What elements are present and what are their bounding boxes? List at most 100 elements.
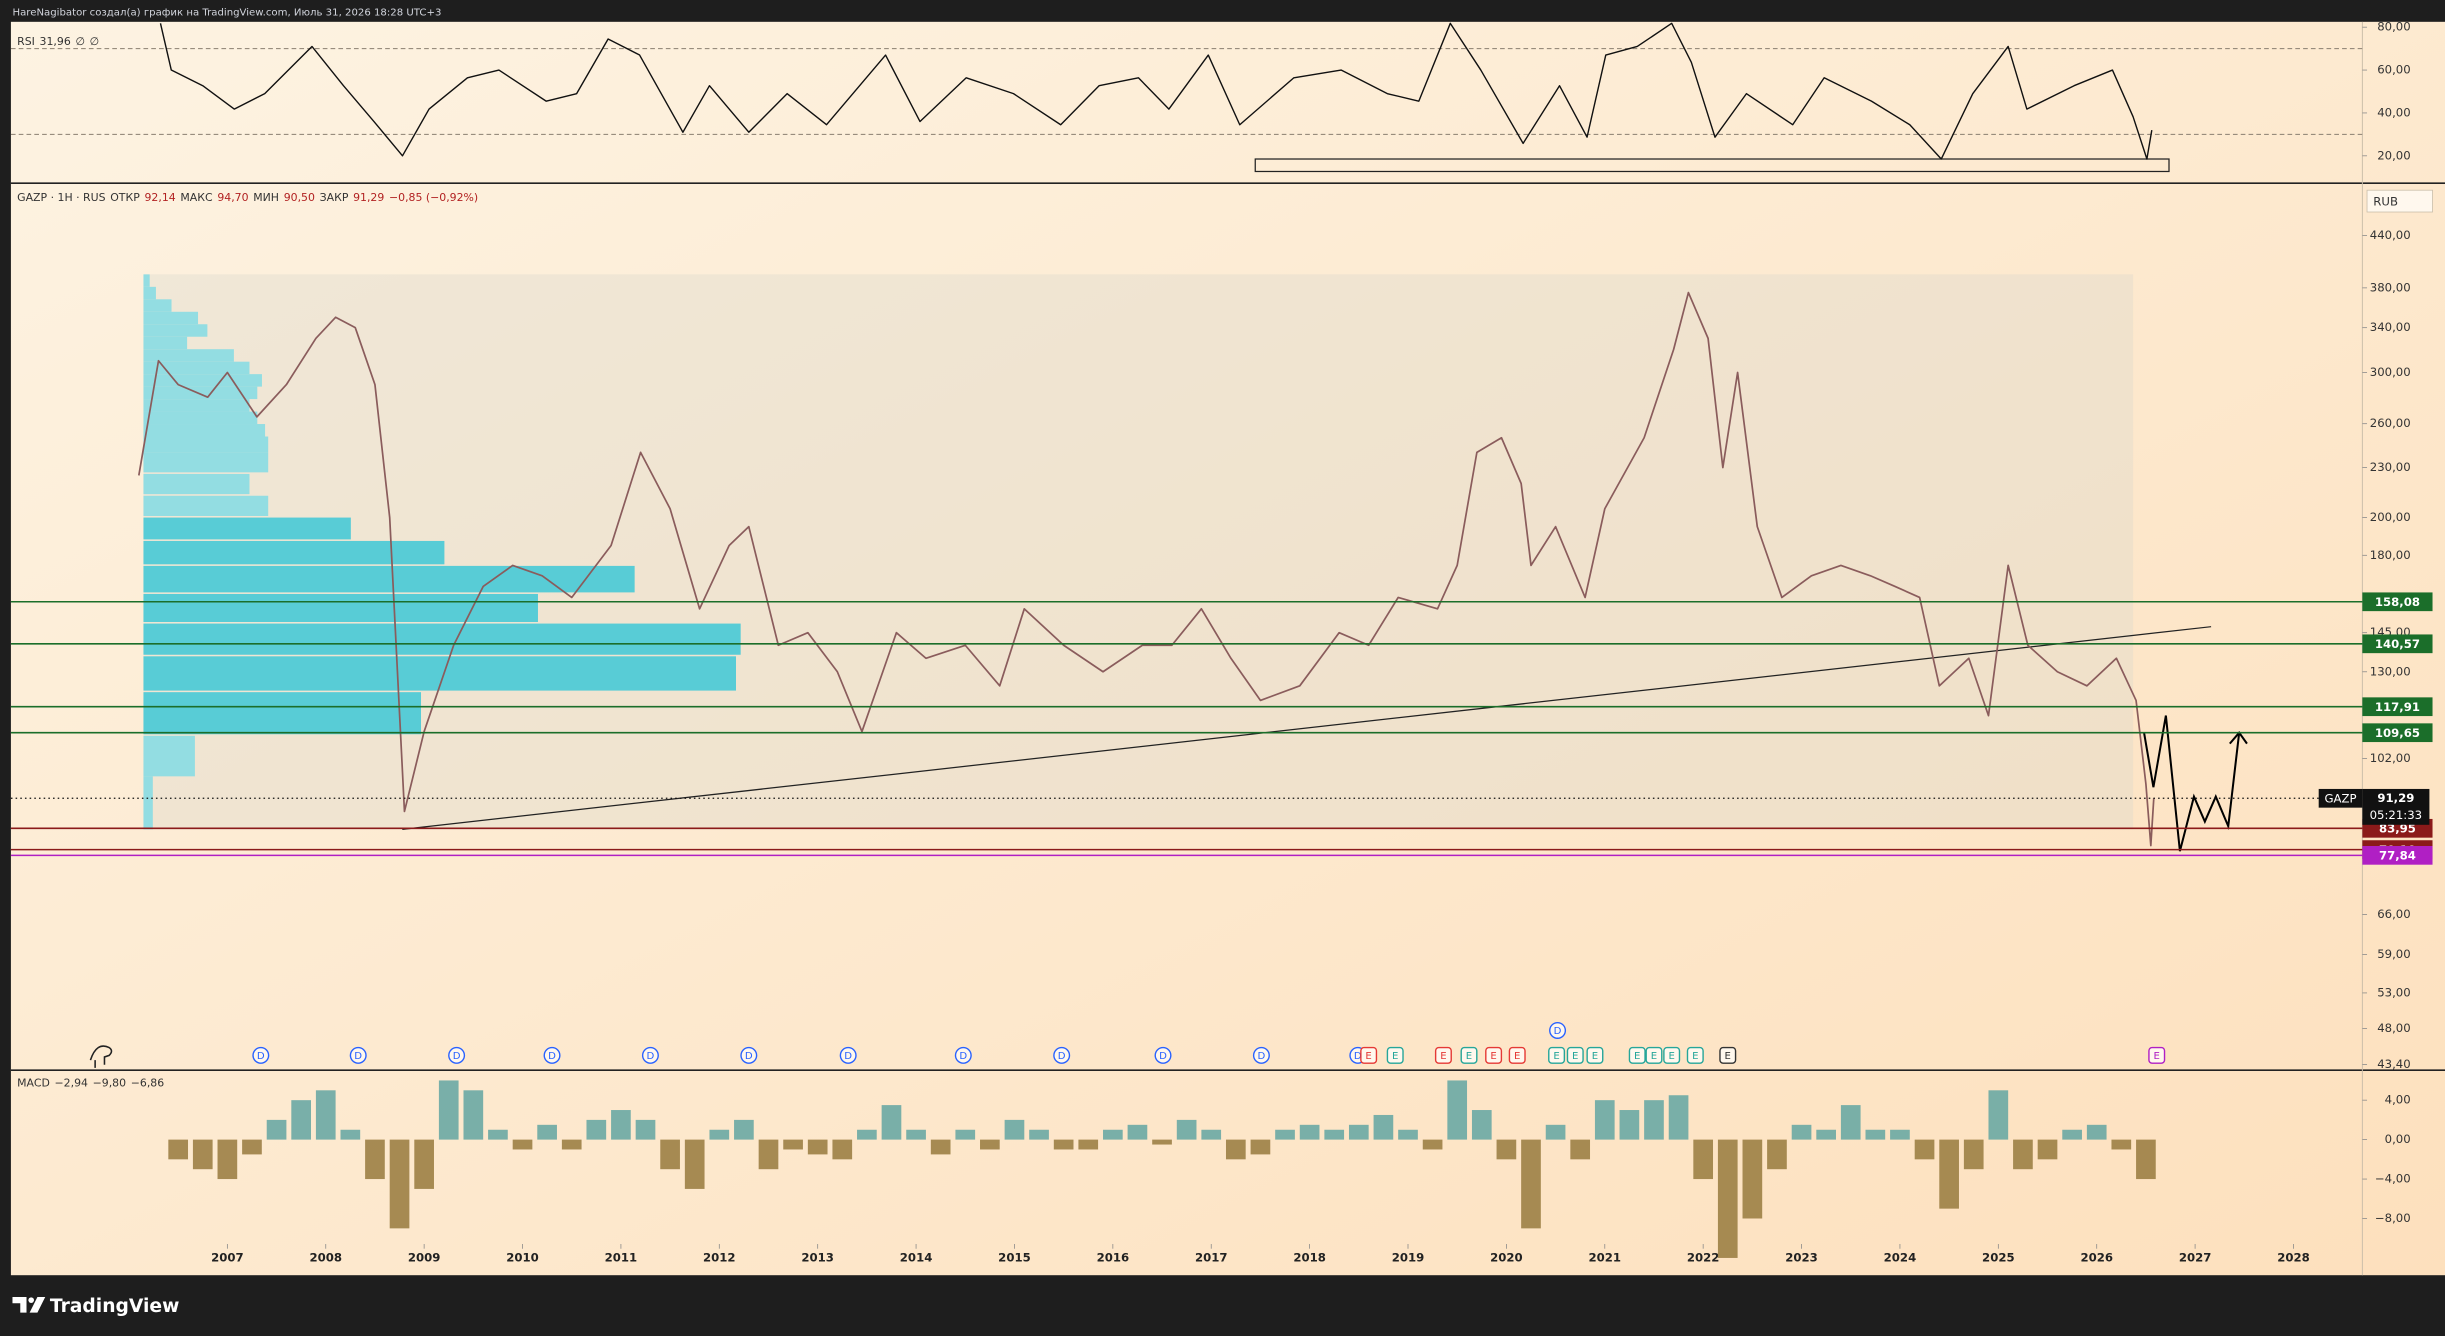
histogram-bar [1545,1124,1566,1140]
x-tick-label: 2019 [1392,1251,1425,1265]
histogram-bar [561,1139,582,1150]
y-tick-label: 0,00 [2385,1132,2411,1146]
event-marker [1628,1046,1646,1064]
level-label: 117,91 [2375,700,2420,714]
currency-box [2366,189,2433,213]
y-tick-label: −4,00 [2375,1172,2411,1186]
legend-text: 31,96 [40,35,71,48]
series-line [159,22,2153,160]
histogram-bar [1742,1139,1763,1219]
histogram-bar [1791,1124,1812,1140]
event-marker [1663,1046,1681,1064]
level-box [2362,845,2433,865]
x-tick-label: 2017 [1195,1251,1228,1265]
event-label: E [1634,1051,1640,1062]
profile-bar [143,540,445,565]
histogram-bar [857,1129,877,1140]
histogram-bar [1963,1139,1984,1170]
y-tick-label: 59,00 [2377,947,2410,961]
x-tick-label: 2015 [998,1251,1031,1265]
event-label: E [1490,1051,1496,1062]
histogram-bar [1988,1090,2009,1140]
y-tick-label: 53,00 [2377,985,2410,999]
x-tick-label: 2011 [605,1251,638,1265]
histogram-bar [1348,1124,1369,1140]
legend-text: 91,29 [353,191,384,204]
event-marker [1154,1046,1172,1064]
histogram-bar [807,1139,828,1155]
event-label: E [1692,1051,1698,1062]
trend-line [402,626,2212,830]
event-marker [252,1046,270,1064]
y-tick-label: 66,00 [2377,907,2410,921]
histogram-bar [1521,1139,1541,1229]
histogram-bar [709,1129,730,1140]
event-marker [349,1046,367,1064]
histogram-bar [1471,1110,1492,1140]
histogram-bar [1029,1129,1049,1140]
legend-text: МИН [253,191,279,204]
histogram-bar [1447,1080,1468,1140]
histogram-bar [1865,1129,1886,1140]
histogram-bar [1594,1100,1615,1140]
event-marker [1508,1046,1526,1064]
histogram-bar [1004,1119,1025,1140]
histogram-bar [1890,1129,1910,1140]
legend-text: 92,14 [144,191,175,204]
event-label: D [257,1051,265,1062]
legend-text: ∅ [75,35,85,48]
profile-bar [143,361,250,375]
histogram-bar [1250,1139,1271,1155]
event-label: E [1572,1051,1578,1062]
event-label: E [1553,1051,1559,1062]
x-tick-label: 2021 [1589,1251,1622,1265]
histogram-bar [1324,1129,1345,1140]
histogram-bar [660,1139,680,1170]
y-tick-label: 260,00 [2370,416,2411,430]
level-label: 158,08 [2375,595,2420,609]
event-label: E [1668,1051,1674,1062]
y-tick-label: 300,00 [2370,365,2411,379]
profile-bar [143,349,234,362]
histogram-bar [1619,1110,1640,1140]
histogram-bar [1816,1129,1836,1140]
event-label: D [844,1051,852,1062]
histogram-bar [783,1139,803,1150]
projection-path [2143,715,2241,852]
profile-bar [143,274,150,287]
y-tick-label: 20,00 [2377,148,2410,162]
legend-text: −9,80 [93,1076,126,1089]
rsi-box [1254,158,2170,173]
event-marker [1386,1046,1404,1064]
histogram-bar [192,1139,213,1170]
x-tick-label: 2009 [408,1251,441,1265]
level-label: 140,57 [2375,637,2420,651]
histogram-bar [512,1139,533,1150]
histogram-bar [1422,1139,1443,1150]
legend-text: 90,50 [284,191,315,204]
level-box [2362,592,2433,612]
profile-bar [143,517,351,540]
event-marker [1360,1046,1378,1064]
histogram-bar [1668,1095,1689,1140]
event-marker [954,1046,972,1064]
event-label: E [1392,1051,1398,1062]
volume-profile [143,274,269,830]
x-tick-label: 2016 [1097,1251,1130,1265]
histogram-bar [611,1110,631,1140]
event-marker [740,1046,758,1064]
histogram-bar [1496,1139,1517,1160]
level-box [2362,634,2433,654]
event-label: D [1258,1051,1266,1062]
legend-text: ЗАКР [320,191,349,204]
histogram-bar [1717,1139,1738,1258]
profile-bar [143,374,262,387]
x-tick-label: 2007 [211,1251,244,1265]
pane-content [168,1080,2156,1258]
profile-bar [143,324,208,337]
level-box [2362,697,2433,717]
profile-bar [143,692,422,735]
profile-bar [143,286,156,300]
histogram-bar [2013,1139,2033,1170]
